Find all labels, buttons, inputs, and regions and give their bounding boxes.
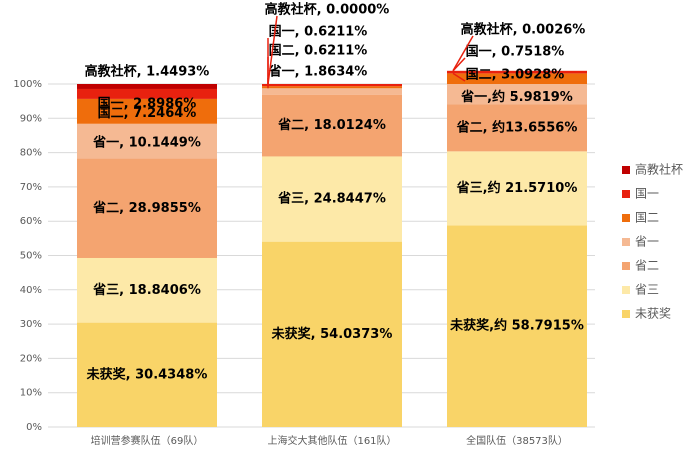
data-label: 未获奖, 30.4348% [86, 366, 208, 382]
bar-segment [447, 70, 587, 74]
data-label: 高教社杯, 0.0000% [265, 2, 390, 18]
data-label: 省三, 24.8447% [277, 191, 386, 207]
bar-segment [77, 123, 217, 159]
bar-segment [262, 84, 402, 87]
y-tick-label: 20% [20, 353, 42, 364]
legend-label: 未获奖 [635, 307, 671, 321]
data-label: 省二, 28.9855% [92, 200, 201, 216]
data-label: 省一,约 5.9819% [460, 89, 573, 105]
legend-label: 高教社杯 [635, 162, 683, 177]
legend-swatch [622, 262, 630, 270]
bar-segment [447, 73, 587, 84]
x-tick-label: 上海交大其他队伍（161队） [267, 434, 396, 447]
bar-segment [447, 104, 587, 152]
bar-segment [262, 88, 402, 95]
legend-label: 国一 [635, 187, 659, 201]
y-tick-label: 90% [20, 113, 42, 124]
legend-swatch [622, 238, 630, 246]
bar-segment [447, 151, 587, 226]
leader-line [267, 15, 278, 85]
y-tick-label: 80% [20, 148, 42, 159]
bar-segment [447, 84, 587, 105]
legend-label: 省一 [635, 235, 659, 249]
data-label: 国一, 0.6211% [269, 25, 368, 40]
bar-segment [77, 257, 217, 323]
data-label: 国二, 3.0928% [466, 68, 565, 83]
bar-segment [262, 241, 402, 427]
bar-segment [77, 322, 217, 427]
data-label: 省三, 18.8406% [92, 282, 201, 298]
y-tick-label: 0% [26, 422, 42, 433]
y-tick-label: 70% [20, 182, 42, 193]
bar-segment [77, 98, 217, 124]
legend-label: 省三 [635, 283, 659, 297]
x-tick-label: 培训营参赛队伍（69队） [91, 434, 204, 447]
data-label: 未获奖, 54.0373% [271, 326, 393, 342]
legend-label: 省二 [635, 259, 659, 273]
y-tick-label: 40% [20, 285, 42, 296]
data-label: 高教社杯, 0.0026% [461, 22, 586, 38]
legend-swatch [622, 214, 630, 222]
legend-swatch [622, 166, 630, 174]
y-tick-label: 10% [20, 388, 42, 399]
bar-segment [447, 225, 587, 427]
y-tick-label: 100% [13, 79, 42, 90]
y-tick-label: 60% [20, 216, 42, 227]
bar-segment [77, 158, 217, 258]
legend-label: 国二 [635, 211, 659, 225]
data-label: 省二, 约13.6556% [456, 119, 578, 135]
data-label: 国一, 2.8986% [98, 96, 197, 111]
bar-segment [77, 83, 217, 89]
bar-segment [262, 156, 402, 242]
y-tick-label: 50% [20, 251, 42, 262]
leader-line [452, 72, 466, 82]
data-label: 国二, 7.2464% [98, 106, 197, 121]
data-label: 未获奖,约 58.7915% [449, 318, 584, 334]
legend-swatch [622, 286, 630, 294]
bar-segment [77, 88, 217, 99]
legend-swatch [622, 310, 630, 318]
x-tick-label: 全国队伍（38573队） [466, 434, 568, 447]
data-label: 国一, 0.7518% [466, 45, 565, 60]
data-label: 省一, 1.8634% [268, 64, 368, 80]
bar-segment [262, 94, 402, 157]
data-label: 高教社杯, 1.4493% [85, 64, 210, 80]
data-label: 省二, 18.0124% [277, 117, 386, 133]
data-label: 省一, 10.1449% [92, 135, 201, 151]
y-tick-label: 30% [20, 319, 42, 330]
legend-swatch [622, 190, 630, 198]
data-label: 国二, 0.6211% [269, 44, 368, 59]
bar-segment [262, 86, 402, 89]
leader-line [452, 35, 474, 72]
data-label: 省三,约 21.5710% [456, 180, 578, 196]
